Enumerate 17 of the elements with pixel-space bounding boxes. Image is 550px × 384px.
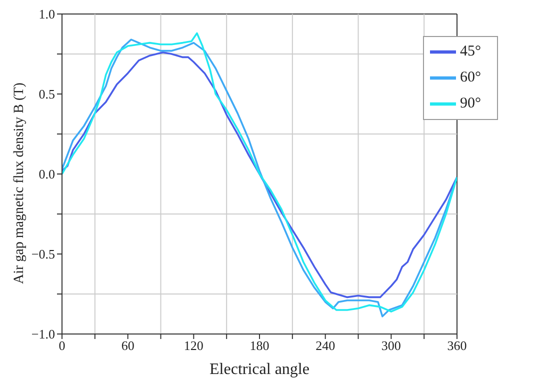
y-tick-label: 0.5 <box>38 86 55 102</box>
x-axis-title: Electrical angle <box>210 361 310 378</box>
x-tick-label: 0 <box>58 338 66 354</box>
legend-label: 90° <box>460 95 481 112</box>
x-tick-label: 180 <box>250 338 270 354</box>
x-tick-label: 60 <box>121 338 134 354</box>
y-tick-label: 1.0 <box>38 6 55 22</box>
legend-label: 45° <box>460 43 481 60</box>
x-tick-label: 120 <box>184 338 204 354</box>
x-tick-label: 360 <box>447 338 467 354</box>
legend-label: 60° <box>460 69 481 86</box>
x-tick-label: 240 <box>316 338 336 354</box>
y-tick-label: 0.0 <box>38 166 55 182</box>
y-tick-label: −0.5 <box>31 246 55 262</box>
y-tick-label: −1.0 <box>31 326 55 342</box>
y-axis-title: Air gap magnetic flux density B (T) <box>12 82 27 284</box>
x-tick-label: 300 <box>381 338 401 354</box>
